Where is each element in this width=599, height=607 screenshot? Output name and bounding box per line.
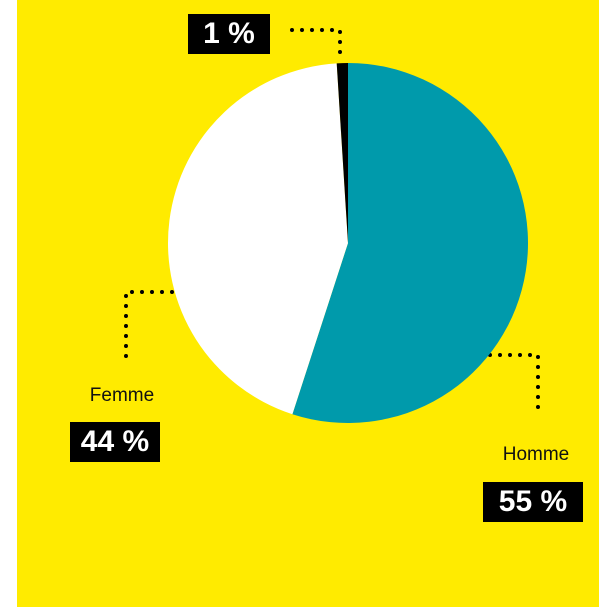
leader-line — [488, 353, 540, 412]
pie-slice — [336, 63, 348, 243]
value-label-box — [188, 14, 270, 54]
value-label: 44 % — [81, 425, 149, 458]
category-label: Femme — [90, 385, 154, 406]
pie-slice — [167, 63, 348, 415]
leader-line — [290, 28, 342, 64]
category-label: Homme — [503, 444, 570, 465]
pie-slice — [292, 63, 528, 423]
value-label: 55 % — [499, 485, 567, 518]
value-label-box — [483, 482, 583, 522]
leader-line — [124, 290, 174, 360]
value-label-box — [70, 422, 160, 462]
value-label: 1 % — [203, 17, 255, 50]
